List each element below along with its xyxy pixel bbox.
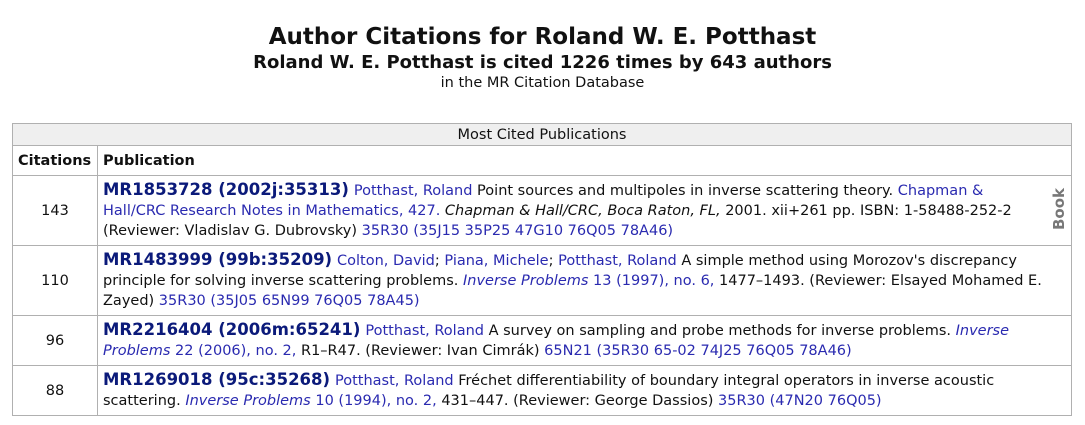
- link[interactable]: Inverse Problems: [185, 393, 311, 409]
- link[interactable]: 22 (2006), no. 2,: [170, 343, 297, 359]
- text: R1–R47. (Reviewer: Ivan Cimrák): [296, 343, 545, 359]
- type-label: Book: [1050, 188, 1068, 231]
- link[interactable]: Inverse Problems: [463, 273, 589, 289]
- link[interactable]: MR1269018 (95c:35268): [103, 370, 331, 389]
- citation-count: 143: [12, 175, 98, 246]
- citation-count: 110: [12, 245, 98, 316]
- text: A simple method using Morozov's discrepa…: [103, 253, 1017, 289]
- table-row: 143 MR1853728 (2002j:35313) Potthast, Rola…: [12, 175, 1072, 246]
- link[interactable]: 35R30 (35J05 65N99 76Q05 78A45): [158, 293, 420, 309]
- column-header: Publication: [97, 145, 1072, 176]
- link[interactable]: MR1483999 (99b:35209): [103, 250, 333, 269]
- citations-table: Most Cited Publications Citations Public…: [12, 123, 1072, 416]
- table-row: 88 MR1269018 (95c:35268) Potthast, Roland …: [12, 365, 1072, 416]
- link[interactable]: 65N21 (35R30 65-02 74J25 76Q05 78A46): [544, 343, 852, 359]
- link[interactable]: Potthast, Roland: [365, 323, 484, 339]
- link[interactable]: 35R30 (35J15 35P25 47G10 76Q05 78A46): [361, 223, 674, 239]
- subtitle: Roland W. E. Potthast is cited 1226 time…: [253, 52, 832, 73]
- link[interactable]: 10 (1994), no. 2,: [310, 393, 437, 409]
- note: in the MR Citation Database: [440, 75, 645, 91]
- header: Author Citations for Roland W. E. Pottha…: [0, 0, 1085, 93]
- link[interactable]: Potthast, Roland: [558, 253, 677, 269]
- text: Fréchet differentiability of boundary in…: [103, 373, 995, 409]
- table-caption: Most Cited Publications: [12, 123, 1072, 146]
- link[interactable]: Inverse Problems: [103, 323, 1010, 359]
- text: Chapman & Hall/CRC, Boca Raton, FL,: [440, 203, 721, 219]
- text: Point sources and multipoles in inverse …: [472, 183, 898, 199]
- publication: MR2216404 (2006m:65241) Potthast, Roland …: [97, 315, 1072, 366]
- text: ;: [548, 253, 559, 269]
- text: 431–447. (Reviewer: George Dassios): [436, 393, 719, 409]
- link[interactable]: Potthast, Roland: [335, 373, 454, 389]
- text: 1477–1493. (Reviewer: Elsayed Mohamed E.…: [103, 273, 1042, 309]
- link[interactable]: Colton, David: [337, 253, 435, 269]
- link[interactable]: Chapman & Hall/CRC Research Notes in Mat…: [103, 183, 984, 219]
- link[interactable]: Potthast, Roland: [353, 183, 473, 199]
- link[interactable]: 13 (1997), no. 6,: [588, 273, 715, 289]
- publication: MR1483999 (99b:35209) Colton, David; Pian…: [97, 245, 1072, 316]
- text: ;: [434, 253, 445, 269]
- link[interactable]: Piana, Michele: [444, 253, 549, 269]
- link[interactable]: 35R30 (47N20 76Q05): [718, 393, 882, 409]
- text: 2001. xii+261 pp. ISBN: 1-58488-252-2 (R…: [103, 203, 1012, 239]
- text: A survey on sampling and probe methods f…: [483, 323, 956, 339]
- title: Author Citations for Roland W. E. Pottha…: [268, 24, 817, 50]
- table-row: 96 MR2216404 (2006m:65241) Potthast, Rolan…: [12, 315, 1072, 366]
- column-header: Citations: [12, 145, 98, 176]
- table-row: 110 MR1483999 (99b:35209) Colton, David; P…: [12, 245, 1072, 316]
- publication: MR1269018 (95c:35268) Potthast, Roland Fr…: [97, 365, 1072, 416]
- citation-count: 96: [12, 315, 98, 366]
- citation-count: 88: [12, 365, 98, 416]
- link[interactable]: MR2216404 (2006m:65241): [103, 320, 361, 339]
- publication: MR1853728 (2002j:35313) Potthast, Roland …: [97, 175, 1072, 246]
- link[interactable]: MR1853728 (2002j:35313): [103, 180, 349, 199]
